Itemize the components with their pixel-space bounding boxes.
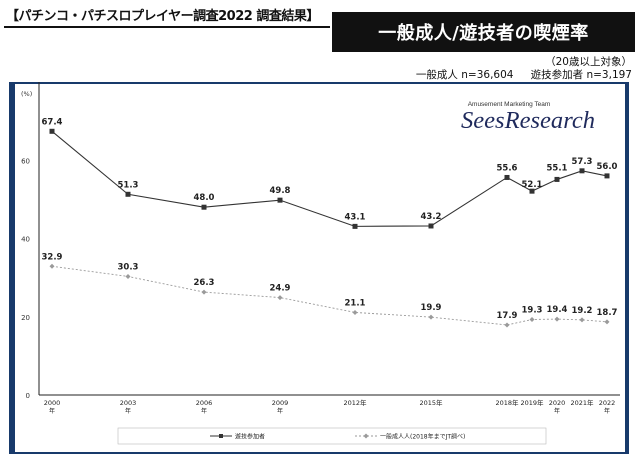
players-point — [125, 191, 131, 197]
data-label: 57.3 — [572, 157, 593, 167]
data-label: 55.6 — [497, 163, 518, 173]
chart-area — [15, 84, 625, 452]
data-label: 19.9 — [421, 303, 442, 313]
players-point — [428, 223, 434, 229]
x-tick-label: 2015年 — [419, 398, 443, 407]
report-title: 【パチンコ・パチスロプレイヤー調査2022 調査結果】 — [6, 9, 319, 24]
y-tick-label: 60 — [21, 157, 30, 165]
legend-label: 一般成人人(2018年までJT調べ) — [380, 433, 465, 441]
x-tick-suffix: 年 — [604, 407, 610, 415]
series-layer — [49, 128, 610, 328]
x-tick-suffix: 年 — [49, 407, 55, 415]
data-label: 55.1 — [547, 163, 568, 173]
general-adults-point — [125, 273, 131, 279]
x-tick-suffix: 年 — [125, 407, 131, 415]
data-label: 43.2 — [421, 212, 442, 222]
general-adults-point — [201, 289, 207, 295]
players-point — [49, 128, 55, 134]
general-adults-line — [51, 265, 608, 326]
data-label: 67.4 — [42, 117, 63, 127]
players-point — [352, 223, 358, 229]
data-label: 19.3 — [522, 305, 543, 315]
x-tick-label: 2019年 — [520, 398, 544, 407]
sample-general: 一般成人 n=36,604 — [415, 69, 514, 81]
legend-label: 遊技参加者 — [235, 433, 265, 441]
data-label: 21.1 — [345, 298, 366, 308]
players-point — [504, 174, 510, 180]
legend-box — [117, 427, 547, 445]
data-label: 19.2 — [572, 306, 593, 316]
general-adults-point — [579, 317, 585, 323]
logo-tagline: Amusement Marketing Team — [468, 101, 551, 108]
general-adults-point — [529, 316, 535, 322]
data-label: 19.4 — [547, 305, 568, 315]
x-tick-label: 2003 — [120, 399, 137, 407]
x-tick-suffix: 年 — [277, 407, 283, 415]
sample-players: 遊技参加者 n=3,197 — [530, 69, 632, 81]
players-line — [51, 130, 608, 227]
data-label: 48.0 — [194, 193, 215, 203]
x-tick-label: 2021年 — [570, 398, 594, 407]
x-tick-label: 2018年 — [495, 398, 519, 407]
data-label: 49.8 — [270, 186, 291, 196]
x-tick-label: 2020 — [549, 399, 566, 407]
sample-sizes: 一般成人 n=36,604 遊技参加者 n=3,197 — [416, 67, 632, 82]
general-adults-point — [49, 263, 55, 269]
legend-marker — [219, 434, 223, 438]
y-tick-label: 40 — [21, 236, 30, 244]
x-tick-label: 2006 — [196, 399, 213, 407]
data-label: 56.0 — [597, 162, 618, 172]
players-point — [529, 188, 535, 194]
data-label: 17.9 — [497, 311, 518, 321]
general-adults-point — [504, 322, 510, 328]
data-label: 18.7 — [597, 308, 618, 318]
players-point — [579, 168, 585, 174]
general-adults-point — [604, 319, 610, 325]
y-unit-label: (%) — [21, 90, 32, 98]
data-label: 52.1 — [522, 180, 543, 190]
x-tick-label: 2022 — [599, 399, 616, 407]
y-tick-label: 0 — [26, 392, 30, 400]
legend: 遊技参加者 一般成人人(2018年までJT調べ) — [117, 427, 547, 445]
data-label: 32.9 — [42, 252, 63, 262]
general-adults-point — [352, 309, 358, 315]
title-underline — [4, 26, 330, 28]
y-tick-label: 20 — [21, 314, 30, 322]
players-point — [201, 204, 207, 210]
data-label: 26.3 — [194, 278, 215, 288]
general-adults-point — [277, 295, 283, 301]
players-point — [277, 197, 283, 203]
logo-wordmark: SeesResearch — [461, 108, 595, 134]
x-tick-label: 2000 — [44, 399, 61, 407]
x-tick-label: 2012年 — [343, 398, 367, 407]
x-tick-suffix: 年 — [554, 407, 560, 415]
data-label: 43.1 — [345, 212, 366, 222]
players-point — [554, 176, 560, 182]
general-adults-point — [428, 314, 434, 320]
x-tick-label: 2009 — [272, 399, 289, 407]
general-adults-point — [554, 316, 560, 322]
data-label: 24.9 — [270, 284, 291, 294]
data-label: 30.3 — [118, 262, 139, 272]
data-label: 51.3 — [118, 180, 139, 190]
sees-research-logo: Amusement Marketing Team SeesResearch — [461, 101, 595, 134]
chart-title-banner: 一般成人/遊技者の喫煙率 — [332, 12, 635, 52]
players-point — [604, 173, 610, 179]
x-tick-suffix: 年 — [201, 407, 207, 415]
data-labels: 67.4 51.3 48.0 49.8 43.1 43.2 55.6 52.1 55.1 57.3… — [42, 117, 618, 321]
age-note: （20歳以上対象） — [545, 56, 632, 68]
legend-marker — [363, 433, 369, 439]
